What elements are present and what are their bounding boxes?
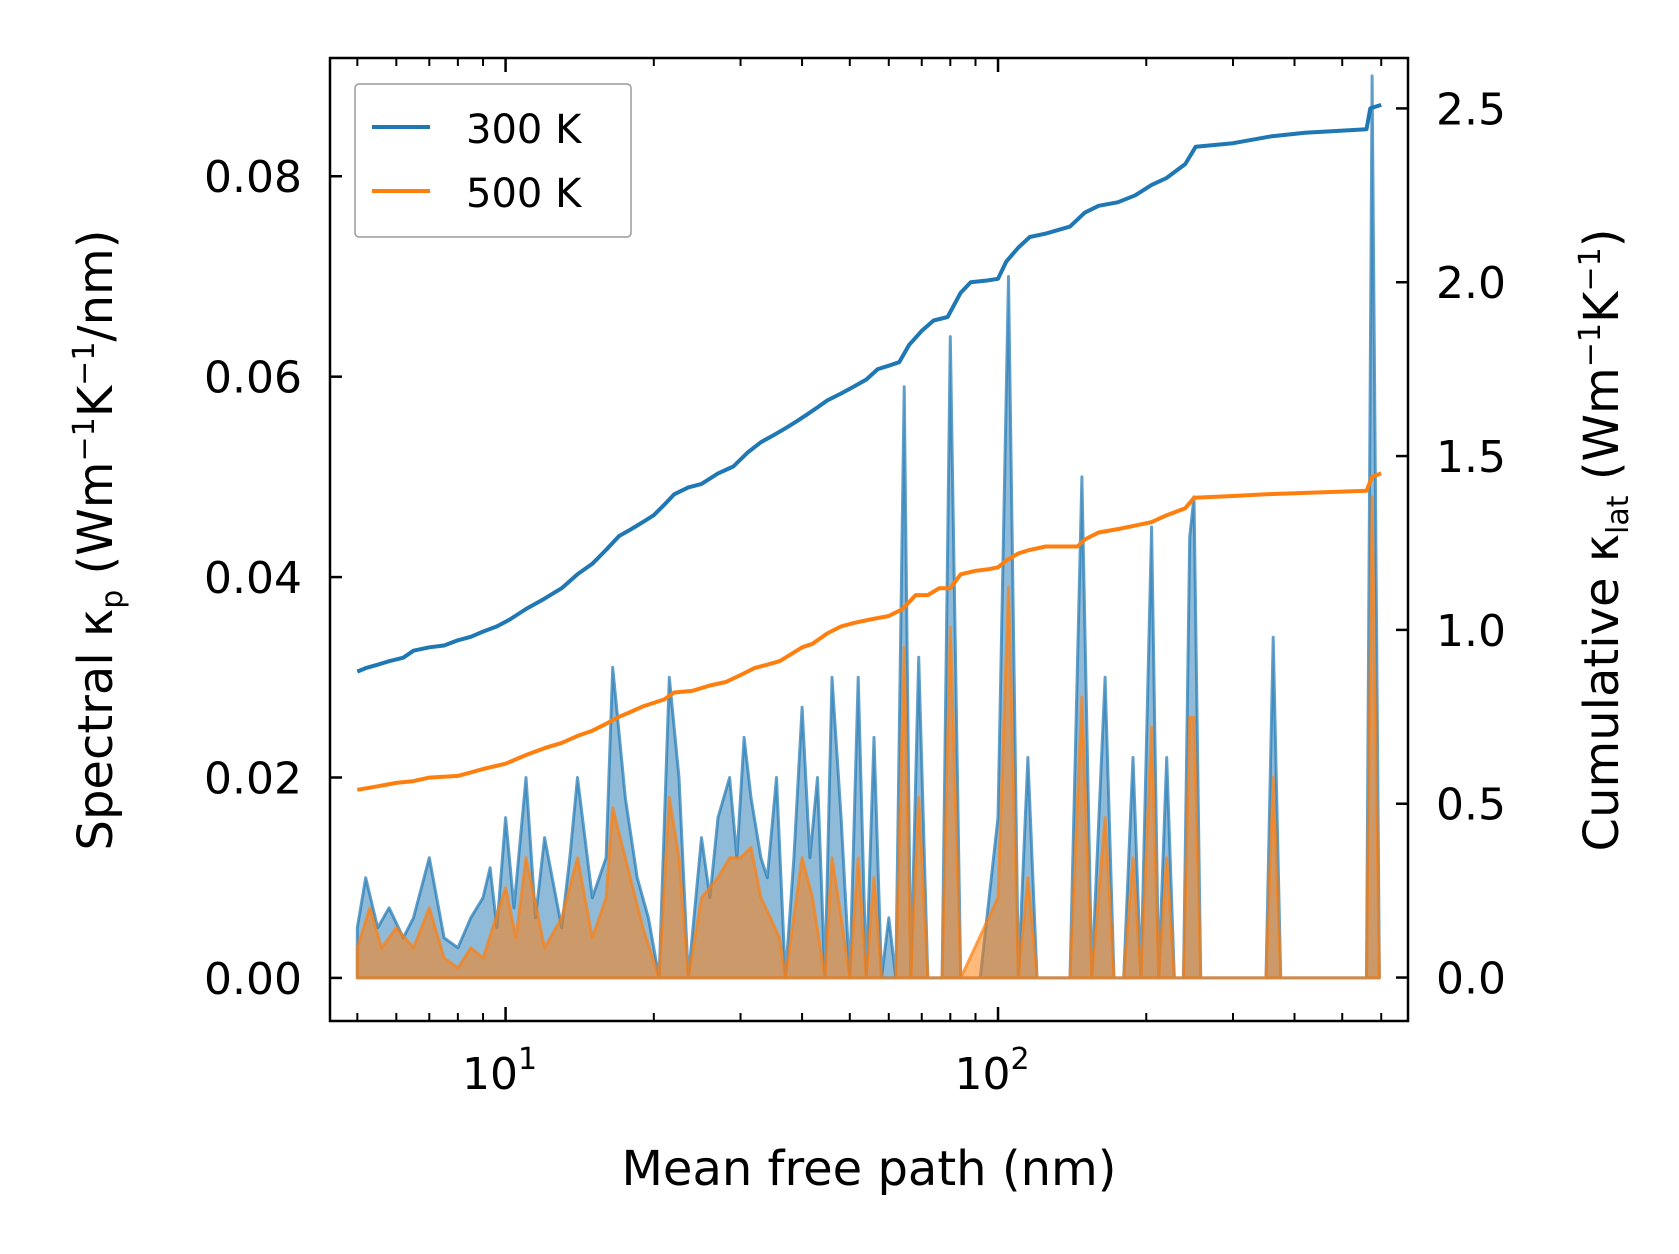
cumulative-line-300k bbox=[356, 102, 1382, 674]
x-tick-label: 102 bbox=[954, 1042, 1029, 1100]
left-tick-label: 0.02 bbox=[204, 753, 302, 804]
right-tick-label: 0.0 bbox=[1436, 954, 1506, 1005]
right-tick-label: 2.5 bbox=[1436, 84, 1506, 135]
right-tick-label: 1.5 bbox=[1436, 432, 1506, 483]
legend-label-300k: 300 K bbox=[466, 107, 583, 153]
x-tick-label: 101 bbox=[462, 1042, 537, 1100]
spectral-area-500k bbox=[355, 495, 1381, 980]
spectral-area-300k bbox=[355, 74, 1381, 980]
left-tick-label: 0.06 bbox=[204, 353, 302, 404]
left-tick-label: 0.00 bbox=[204, 954, 302, 1005]
legend: 300 K 500 K bbox=[354, 83, 632, 238]
axes-frame bbox=[328, 56, 1410, 1023]
legend-box bbox=[354, 83, 632, 238]
right-y-axis-label: Cumulative κlat (Wm−1K−1) bbox=[1573, 229, 1636, 852]
spectral-fills bbox=[355, 74, 1381, 980]
right-tick-label: 2.0 bbox=[1436, 258, 1506, 309]
left-tick-label: 0.04 bbox=[204, 553, 302, 604]
cumulative-line-500k bbox=[356, 471, 1382, 792]
axis-tick-labels: 0.00 0.02 0.04 0.06 0.08 0.0 0.5 1.0 1.5 2.0 2.5 10… bbox=[204, 84, 1506, 1100]
legend-label-500k: 500 K bbox=[466, 171, 583, 217]
axis-ticks bbox=[330, 58, 1408, 1021]
right-tick-label: 1.0 bbox=[1436, 606, 1506, 657]
plot-area bbox=[355, 74, 1382, 980]
left-y-axis-label: Spectral κp (Wm−1K−1/nm) bbox=[67, 230, 130, 851]
cumulative-lines bbox=[356, 102, 1382, 792]
left-tick-label: 0.08 bbox=[204, 152, 302, 203]
x-axis-label: Mean free path (nm) bbox=[622, 1141, 1117, 1197]
right-tick-label: 0.5 bbox=[1436, 780, 1506, 831]
